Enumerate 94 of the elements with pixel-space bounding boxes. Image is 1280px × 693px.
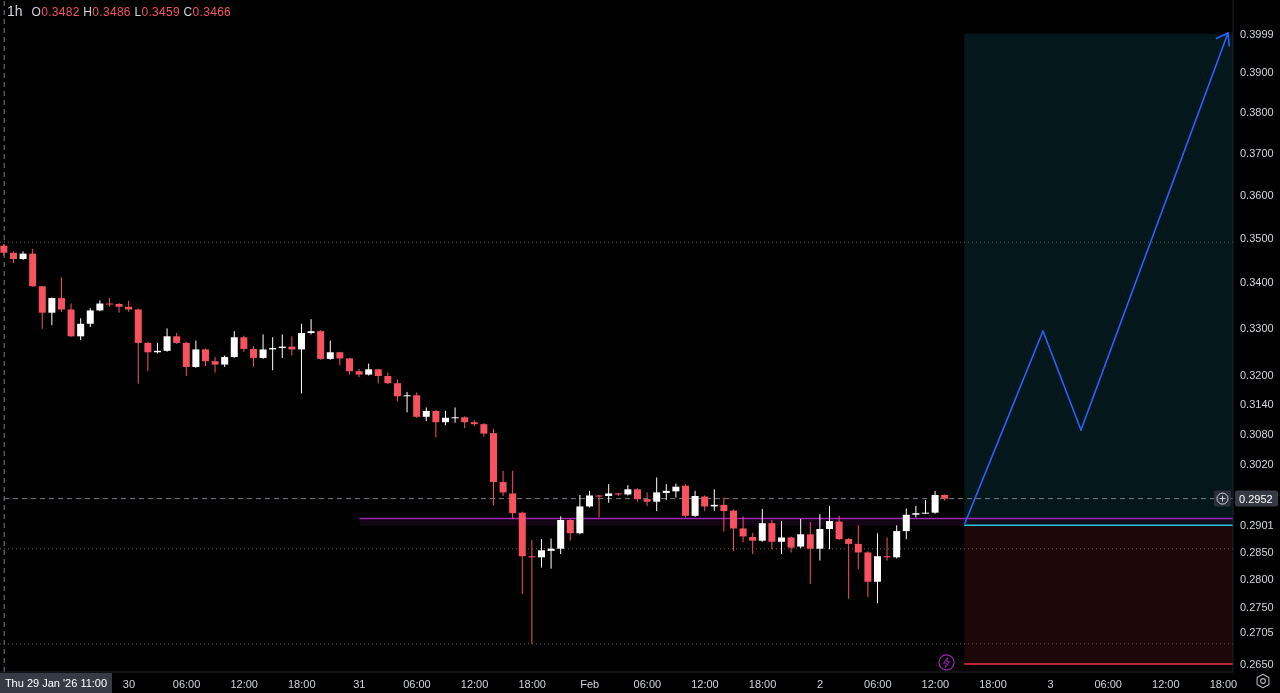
x-tick-label: 18:00 [979, 677, 1007, 690]
candlestick [115, 302, 123, 314]
candlestick [326, 340, 334, 361]
candlestick [902, 508, 910, 540]
x-tick-label: 06:00 [403, 677, 431, 690]
candlestick [48, 297, 56, 326]
candlestick [336, 351, 344, 367]
chart-subtitle: O0.3482 H0.3486 L0.3459 C0.3466 [31, 5, 232, 19]
candlestick [509, 470, 517, 520]
y-tick-label: 0.3900 [1240, 66, 1274, 79]
candlestick [825, 505, 833, 550]
chart-title: 1h [7, 3, 23, 19]
x-tick-label: 12:00 [921, 677, 950, 690]
candlestick [691, 490, 699, 518]
y-tick-label: 0.3080 [1240, 427, 1274, 440]
candlestick [86, 307, 94, 328]
candlestick [720, 497, 728, 533]
y-tick-label: 0.2650 [1240, 657, 1274, 670]
candlestick [413, 391, 421, 419]
candlestick [816, 513, 824, 562]
candlestick [499, 470, 507, 497]
candlestick [835, 515, 843, 541]
candlestick [845, 537, 853, 600]
candlestick [777, 520, 785, 555]
candlestick [77, 317, 85, 341]
y-tick-label: 0.2705 [1240, 626, 1274, 639]
y-tick-label: 0.3700 [1240, 146, 1274, 159]
y-tick-label: 0.2901 [1240, 519, 1274, 532]
y-tick-label: 0.3400 [1240, 276, 1274, 289]
x-tick-label: 30 [122, 677, 136, 690]
candlestick [230, 330, 238, 359]
candlestick [806, 521, 814, 585]
candlestick [749, 532, 757, 555]
x-tick-label: 12:00 [460, 677, 489, 690]
candlestick [921, 499, 929, 515]
x-tick-label: 2 [817, 677, 824, 690]
x-tick-label: 06:00 [1094, 677, 1122, 690]
candlestick [537, 538, 545, 569]
candlestick [768, 519, 776, 550]
candlestick [739, 515, 747, 543]
x-tick-label: 18:00 [1209, 677, 1238, 690]
candlestick [297, 323, 305, 394]
candlestick [854, 524, 862, 570]
candlestick [19, 250, 27, 261]
x-tick-label: 18:00 [748, 677, 777, 690]
x-tick-label: 18:00 [288, 677, 316, 690]
y-tick-label: 0.2800 [1240, 573, 1274, 586]
candlestick [144, 341, 152, 372]
candlestick [653, 476, 661, 512]
x-tick-label: 3 [1047, 677, 1054, 690]
x-tick-label: 12:00 [1152, 677, 1180, 690]
x-tick-label: 12:00 [230, 677, 258, 690]
y-tick-label: 0.2850 [1240, 546, 1274, 559]
y-tick-label: 0.3600 [1240, 188, 1274, 201]
y-tick-label: 0.3999 [1240, 27, 1274, 40]
candlestick [595, 494, 603, 518]
y-tick-label: 0.3020 [1240, 457, 1274, 470]
x-tick-label: 31 [353, 677, 366, 690]
y-tick-label: 0.3300 [1240, 321, 1274, 334]
candlestick [57, 276, 65, 313]
candlestick [729, 509, 737, 552]
candlestick [259, 333, 267, 360]
y-tick-label: 0.3500 [1240, 231, 1274, 244]
candlestick [605, 483, 613, 504]
candlestick [403, 391, 411, 413]
candlestick [163, 327, 171, 353]
candlestick [566, 518, 574, 542]
candlestick [355, 368, 363, 378]
candlestick [797, 518, 805, 549]
candlestick [912, 505, 920, 518]
candlestick [643, 491, 651, 507]
y-tick-label: 0.3140 [1240, 397, 1274, 410]
candlestick [451, 406, 459, 424]
x-tick-label: Feb [580, 677, 600, 690]
candlestick [307, 318, 315, 335]
candlestick [931, 490, 939, 515]
candlestick [249, 345, 257, 368]
y-tick-label: 0.3800 [1240, 105, 1274, 118]
x-tick-label: 12:00 [691, 677, 719, 690]
ref-line-label: 0.2952 [1239, 492, 1273, 505]
x-tick-label: 06:00 [172, 677, 201, 690]
y-tick-label: 0.3200 [1240, 368, 1274, 381]
x-tick-label: 06:00 [864, 677, 892, 690]
candlestick [624, 484, 632, 496]
candlestick [547, 538, 555, 570]
candlestick [432, 409, 440, 439]
candlestick [758, 508, 766, 543]
candlestick [211, 356, 219, 374]
x-tick-label: 18:00 [518, 677, 546, 690]
candlestick [393, 378, 401, 402]
x-tick-label: 06:00 [633, 677, 662, 690]
y-tick-label: 0.2750 [1240, 601, 1274, 614]
ref-line-label: Thu 29 Jan '26 11:00 [4, 676, 108, 689]
candlestick [192, 340, 200, 369]
